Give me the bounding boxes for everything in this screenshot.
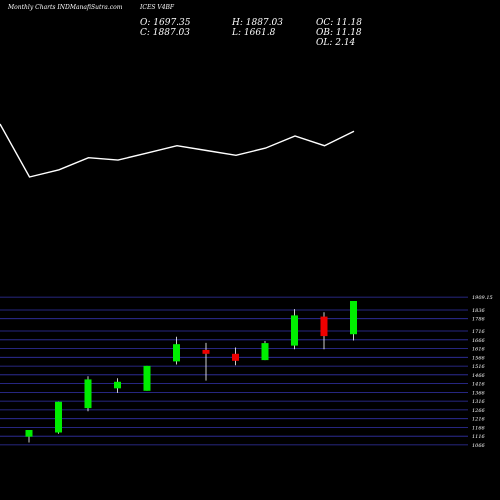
y-tick-label: 1266 bbox=[472, 408, 486, 414]
y-tick-label: 1836 bbox=[472, 308, 486, 314]
candle-body bbox=[25, 430, 33, 437]
candle bbox=[84, 376, 92, 412]
candle bbox=[261, 341, 269, 361]
candle-body bbox=[350, 301, 357, 335]
y-tick-label: 1666 bbox=[472, 338, 486, 344]
y-tick-label: 1066 bbox=[472, 443, 486, 449]
candle bbox=[350, 301, 357, 341]
y-tick-label: 1909.15 bbox=[472, 295, 493, 301]
candle bbox=[202, 342, 210, 381]
candle bbox=[55, 401, 62, 434]
y-tick-label: 1316 bbox=[472, 399, 486, 405]
line-panel bbox=[0, 123, 355, 178]
y-tick-label: 1416 bbox=[472, 382, 486, 388]
y-tick-label: 1566 bbox=[472, 355, 486, 361]
y-tick-label: 1616 bbox=[472, 347, 486, 353]
open-value: O: 1697.35 bbox=[140, 18, 191, 28]
candle-body bbox=[114, 381, 121, 389]
close-value: C: 1887.03 bbox=[140, 28, 190, 38]
candle bbox=[114, 378, 121, 393]
candle-body bbox=[232, 353, 239, 361]
candle-body bbox=[202, 349, 210, 354]
candle-body bbox=[291, 315, 298, 346]
y-tick-label: 1716 bbox=[472, 329, 486, 335]
y-tick-label: 1116 bbox=[472, 434, 486, 440]
low-value: L: 1661.8 bbox=[231, 28, 276, 38]
candle bbox=[143, 365, 151, 391]
high-value: H: 1887.03 bbox=[231, 18, 283, 28]
ol-value: OL: 2.14 bbox=[316, 38, 356, 48]
candle-body bbox=[173, 344, 180, 362]
ob-value: OB: 11.18 bbox=[316, 28, 362, 38]
y-tick-label: 1786 bbox=[472, 317, 486, 323]
series-line bbox=[0, 123, 355, 178]
candle-body bbox=[143, 365, 151, 391]
candle bbox=[232, 347, 239, 366]
y-tick-label: 1366 bbox=[472, 390, 486, 396]
y-tick-label: 1166 bbox=[472, 425, 486, 431]
y-tick-label: 1516 bbox=[472, 364, 486, 370]
candle bbox=[25, 430, 33, 443]
candle-panel bbox=[25, 301, 357, 443]
oc-value: OC: 11.18 bbox=[316, 18, 362, 28]
price-grid: 1909.15 1836 1786 1716 1666 1616 1566 1516 1466 1… bbox=[0, 295, 493, 449]
candle-body bbox=[261, 343, 269, 361]
symbol-label: ICES V4BF bbox=[139, 4, 175, 11]
y-tick-label: 1466 bbox=[472, 373, 486, 379]
source-label: Monthly Charts INDManafiSutra.com bbox=[7, 4, 123, 11]
candle-body bbox=[320, 316, 328, 337]
candle-body bbox=[55, 401, 62, 433]
candle-body bbox=[84, 379, 92, 409]
candle bbox=[291, 309, 298, 350]
candle bbox=[320, 312, 328, 350]
y-tick-label: 1216 bbox=[472, 417, 486, 423]
candle bbox=[173, 336, 180, 365]
